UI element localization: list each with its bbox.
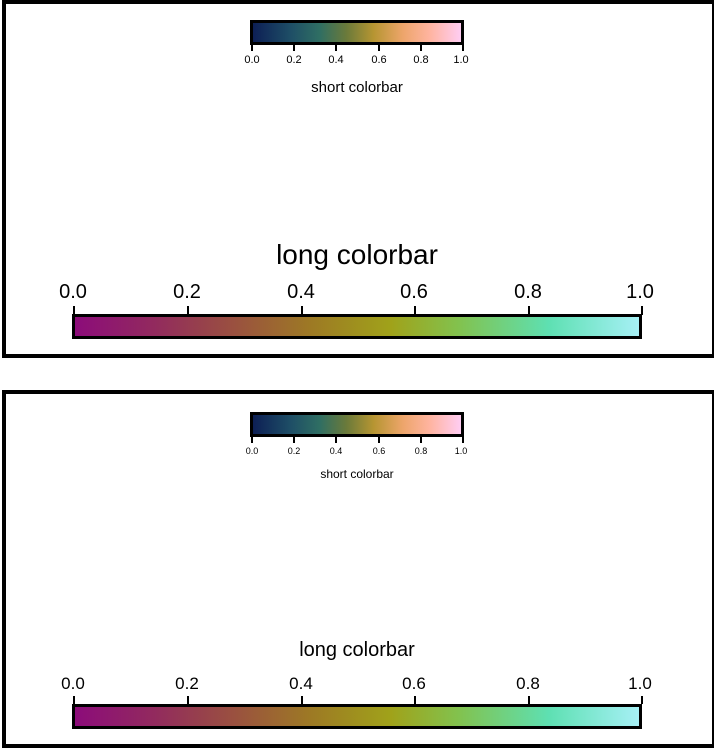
figure-panel-top: 0.0 0.2 0.4 0.6 0.8 1.0 short colorbar l… — [2, 0, 714, 358]
short-colorbar-title: short colorbar — [311, 79, 403, 96]
tick-label: 0.4 — [289, 674, 313, 693]
figure-panel-bottom: 0.0 0.2 0.4 0.6 0.8 1.0 short colorbar l… — [2, 390, 714, 748]
tick — [414, 696, 416, 704]
tick-label: 0.0 — [244, 54, 260, 66]
tick-label: 0.6 — [372, 446, 386, 456]
long-colorbar-title: long colorbar — [299, 639, 415, 661]
tick — [528, 696, 530, 704]
tick — [378, 437, 380, 443]
long-colorbar — [72, 704, 642, 729]
tick-label: 1.0 — [453, 54, 469, 66]
tick-label: 1.0 — [454, 446, 468, 456]
tick-label: 0.4 — [329, 446, 343, 456]
tick-label: 0.6 — [402, 674, 426, 693]
tick-label: 0.6 — [400, 281, 428, 303]
tick-label: 0.2 — [175, 674, 199, 693]
tick — [301, 696, 303, 704]
tick-label: 0.2 — [173, 281, 201, 303]
tick — [641, 696, 643, 704]
tick — [73, 696, 75, 704]
tick-label: 0.8 — [414, 446, 428, 456]
short-colorbar-title: short colorbar — [320, 467, 394, 481]
tick — [414, 306, 416, 315]
tick — [378, 45, 380, 51]
tick-label: 0.8 — [514, 281, 542, 303]
tick — [462, 437, 464, 443]
tick — [335, 437, 337, 443]
tick-label: 1.0 — [626, 281, 654, 303]
tick — [528, 306, 530, 315]
tick-label: 0.6 — [371, 54, 387, 66]
tick-label: 0.8 — [413, 54, 429, 66]
tick — [187, 696, 189, 704]
short-colorbar — [250, 412, 464, 437]
short-colorbar — [250, 20, 464, 45]
tick — [462, 45, 464, 51]
tick-label: 0.0 — [61, 674, 85, 693]
tick-label: 0.0 — [245, 446, 259, 456]
tick — [301, 306, 303, 315]
tick — [293, 437, 295, 443]
long-colorbar-title: long colorbar — [276, 239, 438, 270]
tick — [420, 437, 422, 443]
tick-label: 0.4 — [287, 281, 315, 303]
tick — [187, 306, 189, 315]
tick — [641, 306, 643, 315]
tick-label: 1.0 — [628, 674, 652, 693]
tick-label: 0.2 — [286, 54, 302, 66]
tick — [251, 437, 253, 443]
tick — [420, 45, 422, 51]
long-colorbar — [72, 314, 642, 339]
tick-label: 0.0 — [59, 281, 87, 303]
tick-label: 0.2 — [287, 446, 301, 456]
tick — [73, 306, 75, 315]
tick — [251, 45, 253, 51]
tick — [335, 45, 337, 51]
tick — [293, 45, 295, 51]
tick-label: 0.4 — [328, 54, 344, 66]
tick-label: 0.8 — [516, 674, 540, 693]
